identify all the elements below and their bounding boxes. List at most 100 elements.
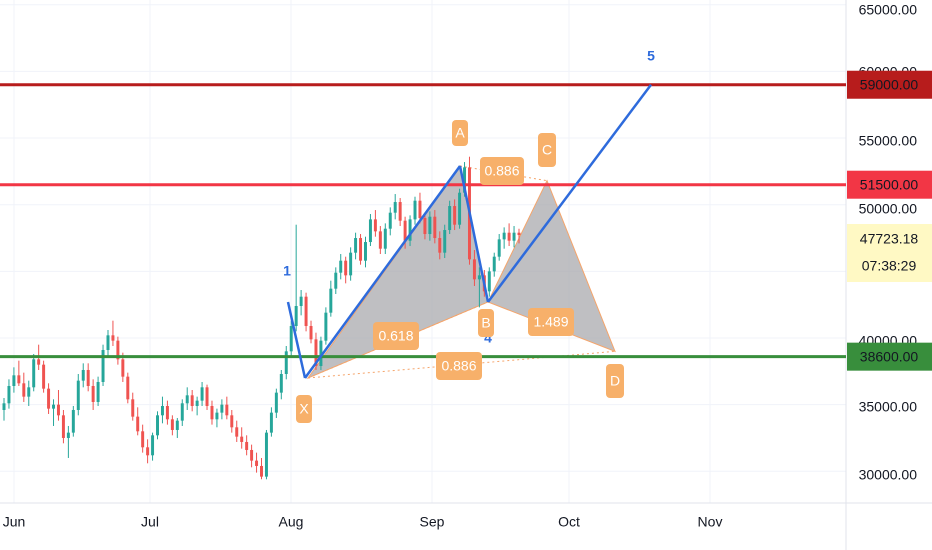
wave-segment-1	[286, 301, 307, 379]
pattern-point-c: C	[542, 142, 552, 158]
pattern-point-a-bg	[452, 120, 468, 146]
candle-body-104	[517, 232, 521, 236]
candle-body-54	[269, 412, 273, 433]
candle-body-58	[289, 326, 293, 352]
ratio-abc: 0.886	[484, 163, 519, 179]
candle-body-83	[413, 200, 417, 220]
x-tick-label-nov: Nov	[698, 514, 723, 530]
candle-body-84	[418, 200, 422, 219]
resistance-line-51500-tag	[847, 170, 932, 199]
wave-label-4: 4	[484, 330, 492, 346]
candle-body-53	[264, 432, 268, 477]
candle-body-77	[383, 228, 387, 249]
candle-body-92	[458, 192, 462, 225]
candle-body-22	[111, 335, 115, 341]
candle-body-65	[324, 312, 328, 341]
candle-body-28	[141, 431, 145, 448]
last-price-label: 47723.18	[860, 231, 919, 247]
resistance-line-59000-label: 59000.00	[860, 76, 919, 92]
candle-body-81	[403, 220, 407, 241]
candle-body-74	[368, 219, 372, 243]
candle-body-69	[344, 260, 348, 276]
candle-body-12	[61, 415, 65, 438]
candle-body-61	[304, 296, 308, 327]
candle-body-40	[200, 387, 204, 401]
candle-body-49	[245, 441, 249, 450]
pattern-point-d-bg	[606, 364, 624, 398]
candle-body-88	[438, 238, 442, 253]
support-line-38600-label: 38600.00	[860, 348, 919, 364]
candle-body-55	[274, 392, 278, 413]
x-tick-label-oct: Oct	[558, 514, 580, 530]
candle-body-15	[76, 380, 80, 410]
candle-body-29	[146, 447, 150, 456]
candle-body-36	[180, 403, 184, 421]
candle-body-0	[2, 403, 6, 410]
wave-segment-3	[458, 165, 490, 303]
ratio-bcd-bg	[528, 308, 574, 336]
candle-body-86	[428, 216, 432, 235]
candle-body-56	[279, 373, 283, 393]
pattern-point-d: D	[610, 373, 620, 389]
candle-body-27	[136, 416, 140, 432]
wave-label-1: 1	[283, 263, 291, 279]
candle-body-82	[408, 219, 412, 241]
pattern-point-b-bg	[478, 309, 494, 337]
candle-body-16	[81, 369, 85, 381]
candle-body-89	[443, 230, 447, 253]
candle-body-24	[121, 359, 125, 377]
candle-body-50	[250, 449, 254, 461]
candle-body-6	[32, 359, 36, 388]
candle-body-5	[27, 387, 31, 397]
candle-body-57	[284, 351, 288, 374]
wave-segment-2	[303, 165, 462, 379]
candle-body-75	[373, 219, 377, 232]
candle-body-37	[185, 395, 189, 404]
candle-body-1	[7, 385, 11, 404]
x-tick-label-sep: Sep	[420, 514, 445, 530]
candle-body-100	[497, 239, 501, 257]
candle-body-101	[502, 232, 506, 240]
candle-body-13	[66, 432, 70, 438]
candle-body-70	[349, 252, 353, 276]
candle-body-96	[477, 275, 481, 280]
candle-body-80	[398, 202, 402, 221]
candle-body-41	[205, 387, 209, 406]
ratio-bcd: 1.489	[533, 314, 568, 330]
candle-body-19	[96, 381, 100, 402]
candle-body-33	[165, 405, 169, 420]
candle-body-76	[378, 231, 382, 249]
candle-body-43	[215, 412, 219, 420]
ratio-xab: 0.618	[378, 328, 413, 344]
candle-body-4	[22, 383, 26, 397]
candle-body-90	[448, 206, 452, 231]
candle-body-73	[364, 242, 367, 261]
candle-body-23	[116, 340, 120, 360]
wave-label-5: 5	[647, 48, 655, 64]
candle-body-31	[156, 415, 159, 436]
candle-body-68	[339, 260, 343, 273]
candle-body-21	[106, 335, 110, 350]
candle-body-18	[91, 385, 95, 402]
y-tick-label-6: 30000.00	[859, 467, 918, 483]
candle-body-60	[299, 296, 303, 307]
candle-body-14	[71, 409, 75, 433]
pattern-point-x-bg	[296, 395, 312, 423]
candle-body-26	[131, 399, 135, 417]
candle-body-17	[86, 369, 90, 386]
candle-body-46	[230, 415, 234, 428]
candle-body-47	[235, 427, 239, 437]
candle-body-87	[433, 216, 437, 239]
candle-body-52	[260, 465, 263, 477]
x-tick-label-jun: Jun	[3, 514, 26, 530]
candle-body-72	[359, 238, 363, 261]
candle-body-32	[160, 405, 164, 416]
candle-body-20	[101, 349, 105, 382]
candle-body-11	[56, 404, 60, 416]
wave-segment-4	[487, 83, 652, 303]
candle-body-30	[151, 435, 155, 456]
candle-body-10	[52, 404, 56, 409]
candle-body-39	[195, 400, 199, 406]
candle-body-45	[225, 404, 229, 416]
